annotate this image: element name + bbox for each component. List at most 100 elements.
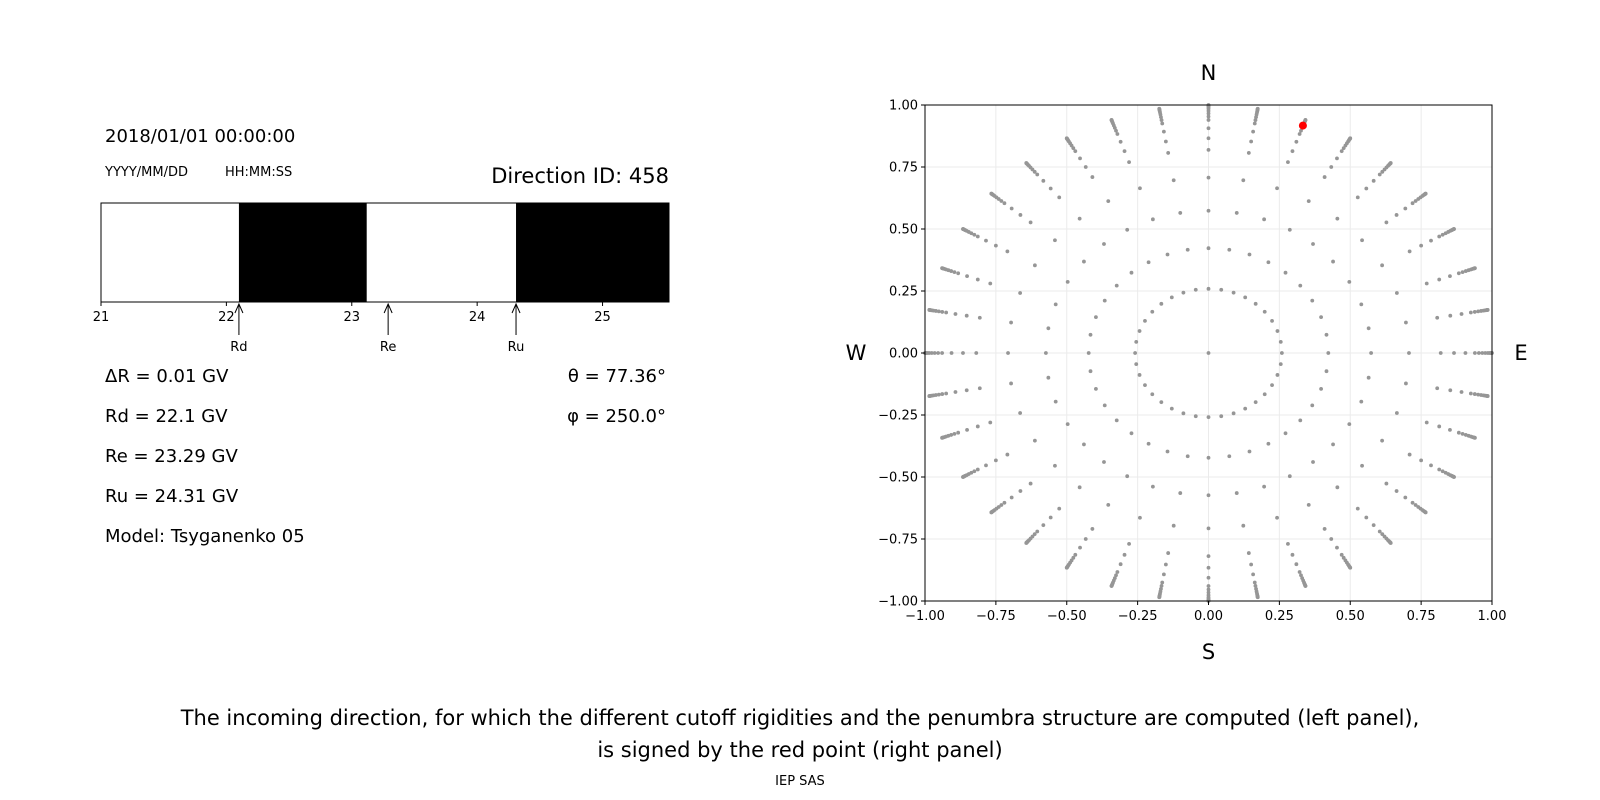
direction-point <box>1456 271 1461 276</box>
direction-point <box>1377 172 1382 177</box>
direction-point <box>1476 309 1481 314</box>
direction-point <box>1438 351 1443 355</box>
penumbra-segment-3 <box>516 203 669 302</box>
direction-point <box>1114 418 1119 423</box>
direction-point <box>1247 252 1252 257</box>
direction-point <box>1388 161 1393 165</box>
direction-point <box>1255 595 1260 600</box>
direction-point <box>1086 351 1091 355</box>
direction-point <box>1440 469 1445 474</box>
direction-point <box>1005 249 1010 254</box>
direction-point <box>1364 515 1369 520</box>
direction-point <box>1366 326 1371 331</box>
direction-point <box>1129 270 1134 275</box>
direction-point <box>1286 541 1290 546</box>
direction-point <box>1193 287 1198 292</box>
direction-point <box>1348 565 1353 570</box>
direction-point <box>965 427 969 432</box>
direction-point <box>1046 375 1051 380</box>
direction-point <box>1129 431 1134 436</box>
direction-point <box>1028 220 1033 225</box>
direction-point <box>1275 329 1280 333</box>
direction-point <box>965 274 969 279</box>
direction-point <box>1160 121 1165 126</box>
direction-point <box>1335 156 1339 161</box>
direction-point <box>1407 351 1411 355</box>
direction-point <box>1077 216 1082 221</box>
direction-point <box>1249 562 1254 567</box>
direction-point <box>1133 351 1138 355</box>
direction-point <box>1355 195 1360 200</box>
direction-point <box>975 424 980 429</box>
direction-point <box>1169 295 1174 300</box>
direction-point <box>953 390 958 394</box>
direction-point <box>1122 552 1127 557</box>
direction-point <box>1359 399 1364 404</box>
direction-point <box>975 234 980 239</box>
direction-point <box>988 420 993 425</box>
direction-point <box>1404 320 1408 325</box>
direction-point <box>1078 156 1082 161</box>
direction-point <box>1024 541 1029 545</box>
direction-point <box>961 227 965 231</box>
y-tick-label-8: 1.00 <box>889 99 918 114</box>
direction-point <box>1171 523 1176 528</box>
time-format-label: HH:MM:SS <box>225 165 293 180</box>
direction-point <box>1206 114 1211 119</box>
direction-point <box>1413 199 1418 203</box>
direction-point <box>1206 493 1211 498</box>
direction-point <box>1424 420 1429 425</box>
direction-point <box>993 243 998 248</box>
direction-point <box>1252 580 1257 585</box>
direction-point <box>1171 178 1176 183</box>
direction-point <box>1407 249 1412 254</box>
direction-point <box>1429 238 1433 243</box>
direction-point <box>1290 149 1295 154</box>
direction-point <box>1275 373 1280 377</box>
direction-point <box>1122 149 1127 154</box>
direction-point <box>1137 373 1142 377</box>
direction-point <box>1083 537 1088 541</box>
direction-point <box>977 315 982 320</box>
direction-point <box>1065 422 1070 427</box>
direction-point <box>1143 319 1147 323</box>
direction-point <box>1206 455 1211 460</box>
direction-point <box>1359 302 1364 307</box>
penumbra-tick-label-2: 23 <box>343 310 360 325</box>
direction-point <box>944 391 949 396</box>
direction-point <box>1243 295 1248 300</box>
direction-point <box>940 351 944 355</box>
direction-point <box>1394 213 1399 217</box>
direction-point <box>1150 392 1155 397</box>
direction-point <box>1394 489 1399 493</box>
direction-point <box>1423 510 1428 515</box>
direction-point <box>1206 126 1211 131</box>
direction-point <box>1326 351 1331 355</box>
direction-point <box>953 312 958 316</box>
direction-point <box>1206 554 1211 559</box>
y-tick-label-1: −0.75 <box>878 533 918 548</box>
direction-point <box>952 270 957 275</box>
direction-point <box>1041 523 1046 528</box>
direction-point <box>1053 463 1057 468</box>
direction-point <box>1253 584 1258 588</box>
direction-point <box>1452 351 1456 355</box>
direction-point <box>940 310 945 314</box>
direction-point <box>1206 208 1211 213</box>
direction-point <box>1306 199 1311 204</box>
model-value: Model: Tsyganenko 05 <box>105 526 305 547</box>
direction-point <box>1206 526 1211 531</box>
direction-point <box>1219 287 1224 292</box>
direction-point <box>1275 515 1279 520</box>
direction-point <box>1127 160 1131 165</box>
direction-point <box>993 458 998 463</box>
direction-point <box>1206 415 1211 420</box>
direction-point <box>1077 485 1082 490</box>
y-tick-label-4: 0.00 <box>889 347 918 362</box>
direction-point <box>1241 178 1246 183</box>
direction-point <box>1460 270 1465 275</box>
direction-point <box>940 435 944 440</box>
direction-point <box>944 310 949 315</box>
direction-point <box>1448 313 1453 318</box>
direction-point <box>1298 283 1303 288</box>
